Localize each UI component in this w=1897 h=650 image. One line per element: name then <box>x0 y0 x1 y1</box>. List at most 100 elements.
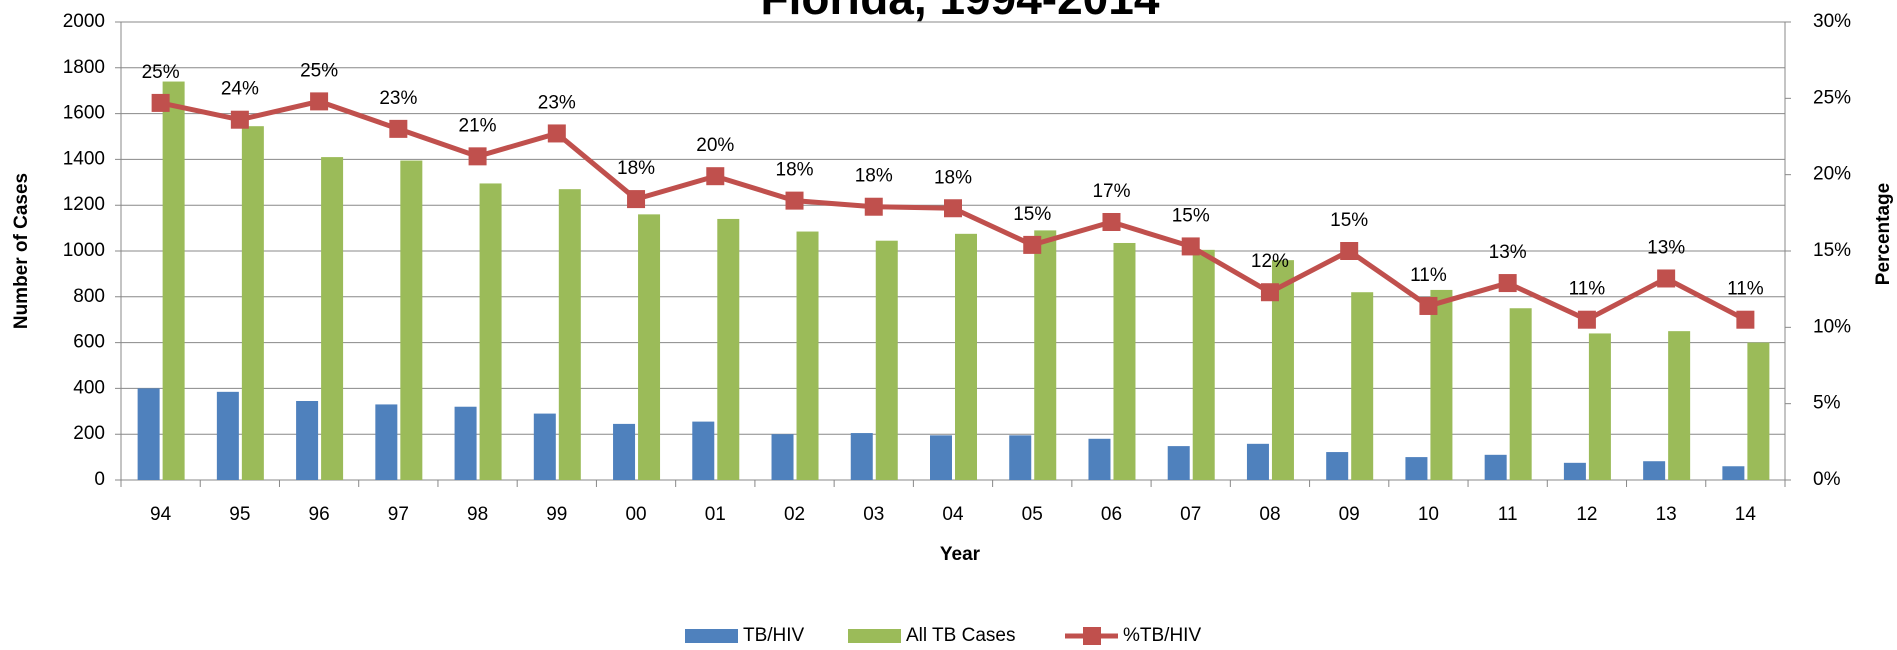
bar <box>1668 331 1691 480</box>
bar <box>1326 452 1349 480</box>
x-tick-label: 06 <box>1101 504 1122 525</box>
bar <box>1722 466 1745 480</box>
y2-tick-label: 30% <box>1813 11 1851 32</box>
data-label: 11% <box>1569 279 1606 300</box>
y-tick-label: 1600 <box>63 103 105 124</box>
bar <box>1034 230 1057 480</box>
data-label: 18% <box>855 166 893 187</box>
data-label: 12% <box>1251 251 1289 272</box>
marker <box>389 119 408 138</box>
bar <box>1271 260 1294 480</box>
marker <box>1102 212 1121 231</box>
y2-tick-label: 20% <box>1813 164 1851 185</box>
marker <box>1340 242 1359 260</box>
y-axis-label: Number of Cases <box>11 173 32 329</box>
y-tick-label: 1400 <box>63 148 105 169</box>
bar <box>533 413 556 480</box>
x-tick-label: 02 <box>784 504 805 525</box>
marker <box>151 93 170 112</box>
bar <box>875 240 898 480</box>
bar <box>1192 249 1215 480</box>
x-tick-label: 99 <box>546 504 567 525</box>
y2-axis-label: Percentage <box>1873 183 1894 285</box>
data-label: 21% <box>459 115 497 136</box>
bar <box>692 421 715 480</box>
x-tick-label: 14 <box>1735 504 1757 525</box>
data-label: 13% <box>1489 242 1527 263</box>
data-label: 15% <box>1013 204 1051 225</box>
legend-swatch <box>1083 627 1101 645</box>
marker <box>1577 310 1596 329</box>
bar <box>771 434 794 480</box>
bar <box>241 126 264 480</box>
data-label: 11% <box>1410 265 1447 286</box>
data-label: 24% <box>221 79 259 100</box>
bar <box>321 157 344 481</box>
x-axis-label: Year <box>940 544 981 565</box>
marker <box>547 124 566 143</box>
chart-title: Florida, 1994-2014 <box>761 0 1160 24</box>
marker <box>230 110 249 129</box>
bar <box>296 400 319 480</box>
y-tick-label: 800 <box>73 286 105 307</box>
bar <box>454 406 477 480</box>
y-tick-label: 0 <box>94 469 105 490</box>
marker <box>1260 283 1279 302</box>
y-tick-label: 1800 <box>63 57 105 78</box>
data-label: 11% <box>1727 279 1764 300</box>
marker <box>1181 237 1200 256</box>
marker <box>1657 269 1676 288</box>
legend-label: TB/HIV <box>743 625 805 646</box>
x-tick-label: 13 <box>1656 504 1677 525</box>
marker <box>706 167 725 186</box>
bar <box>558 189 581 481</box>
x-tick-label: 09 <box>1339 504 1360 525</box>
data-label: 18% <box>617 158 655 179</box>
bar <box>400 160 423 481</box>
y2-tick-label: 15% <box>1813 240 1851 261</box>
bar <box>1088 438 1111 480</box>
data-label: 25% <box>300 60 338 81</box>
bar <box>1351 292 1374 480</box>
bar <box>1588 333 1611 480</box>
marker <box>627 190 646 209</box>
marker <box>468 147 487 166</box>
bar <box>479 183 502 480</box>
x-tick-label: 12 <box>1576 504 1597 525</box>
data-label: 13% <box>1647 237 1685 258</box>
x-tick-label: 00 <box>625 504 646 525</box>
bar <box>717 218 740 480</box>
x-tick-label: 07 <box>1180 504 1201 525</box>
y2-tick-label: 5% <box>1813 393 1841 414</box>
bar <box>162 81 185 480</box>
y2-tick-label: 25% <box>1813 87 1851 108</box>
bar <box>1167 446 1190 480</box>
bar <box>638 214 661 481</box>
legend-swatch <box>848 629 901 643</box>
bar <box>137 388 160 480</box>
x-tick-label: 96 <box>309 504 330 525</box>
legend-label: All TB Cases <box>906 625 1015 646</box>
bar <box>955 233 977 480</box>
bar <box>1643 461 1666 480</box>
x-tick-label: 04 <box>942 504 964 525</box>
y-tick-label: 2000 <box>63 11 105 32</box>
marker <box>864 197 883 216</box>
marker <box>785 191 804 210</box>
bar <box>613 423 636 480</box>
x-tick-label: 08 <box>1259 504 1280 525</box>
bar <box>796 231 819 480</box>
x-tick-label: 10 <box>1418 504 1439 525</box>
bar <box>1113 242 1136 480</box>
y-tick-label: 1200 <box>63 194 105 215</box>
bar <box>1405 457 1428 480</box>
legend-swatch <box>685 629 738 643</box>
y-tick-label: 200 <box>73 423 105 444</box>
y-tick-label: 1000 <box>63 240 105 261</box>
bar <box>1430 289 1453 480</box>
x-tick-label: 05 <box>1022 504 1043 525</box>
data-label: 23% <box>379 88 417 109</box>
data-label: 15% <box>1330 210 1368 231</box>
bar <box>850 433 873 480</box>
